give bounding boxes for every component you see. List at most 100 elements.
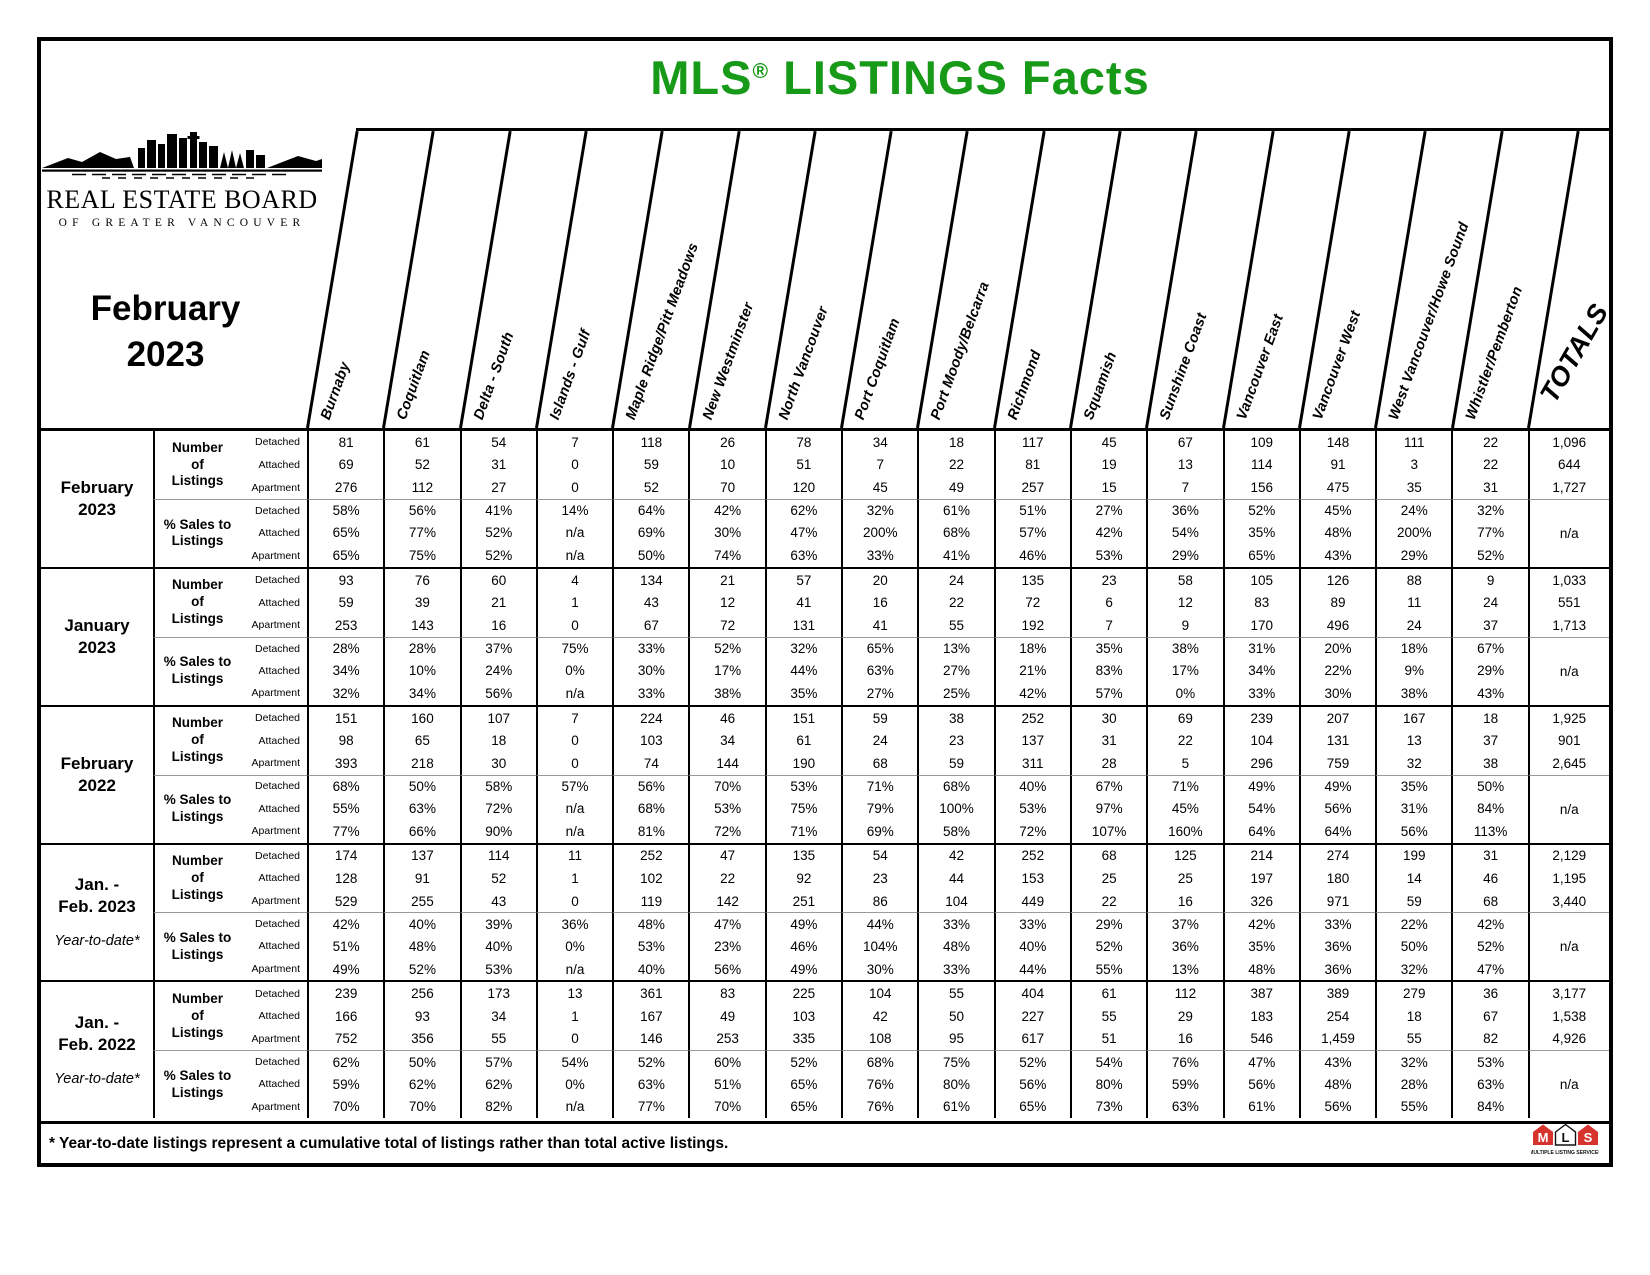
listings-count-cell: 61 [383, 431, 459, 454]
property-type-label: Detached [255, 849, 300, 862]
sales-ratio-cell: 84% [1451, 797, 1527, 820]
listings-total-cell: 4,926 [1527, 1027, 1609, 1051]
sales-ratio-cell: 74% [688, 544, 764, 567]
listings-count-cell: 199 [1375, 844, 1451, 868]
listings-count-cell: 105 [1222, 568, 1299, 592]
listings-count-cell: 34 [459, 1005, 536, 1028]
listings-count-cell: 225 [764, 982, 841, 1006]
sales-ratio-cell: 70% [688, 1095, 764, 1119]
listings-count-cell: 41 [841, 614, 917, 637]
sales-ratio-cell: 14% [535, 498, 613, 522]
period-line: Jan. - [74, 874, 120, 894]
sales-ratio-cell: 37% [1146, 912, 1223, 936]
section-label-line: Listings [171, 671, 224, 687]
listings-count-cell: 92 [764, 867, 841, 890]
listings-count-cell: 449 [993, 889, 1070, 913]
sales-ratio-cell: 30% [1298, 682, 1375, 705]
sales-ratio-cell: 48% [383, 935, 459, 958]
property-type-label: Apartment [251, 481, 300, 494]
sales-ratio-cell: 27% [917, 659, 993, 683]
listings-count-cell: 119 [612, 889, 688, 913]
listings-count-cell: 59 [841, 706, 917, 730]
listings-count-cell: 146 [612, 1027, 688, 1051]
listings-total-cell: 551 [1527, 591, 1609, 615]
listings-count-cell: 54 [841, 844, 917, 868]
listings-count-cell: 4 [535, 568, 612, 592]
listings-count-cell: 1,459 [1298, 1027, 1375, 1051]
listings-total-cell: 1,195 [1527, 867, 1609, 890]
sales-ratio-cell: 41% [459, 498, 536, 522]
sales-ratio-cell: 55% [1069, 957, 1146, 981]
listings-count-cell: 70 [688, 476, 764, 499]
sales-ratio-cell: 13% [917, 636, 994, 660]
sales-ratio-cell: 41% [917, 544, 993, 567]
listings-count-cell: 83 [1222, 591, 1299, 615]
listings-section-label: Number of Listings [153, 568, 240, 637]
sales-ratio-cell: 20% [1298, 636, 1376, 660]
listings-count-cell: 1 [535, 1005, 612, 1028]
section-label-line: of [191, 594, 204, 610]
listings-count-cell: 167 [1375, 706, 1451, 730]
section-label-line: Listings [171, 946, 224, 962]
sales-ratio-cell: 33% [1222, 682, 1299, 705]
listings-count-cell: 759 [1298, 751, 1375, 775]
sales-ratio-cell: 48% [612, 912, 689, 936]
listings-count-cell: 107 [459, 706, 536, 730]
sales-ratio-cell: 38% [1146, 636, 1223, 660]
sales-ratio-cell: 54% [1146, 521, 1222, 545]
sales-ratio-cell: 69% [841, 819, 917, 843]
sales-ratio-cell: 54% [1222, 797, 1299, 820]
listings-count-cell: 47 [688, 844, 764, 868]
sales-ratio-cell: 69% [612, 521, 688, 545]
listings-count-cell: 91 [1298, 453, 1375, 477]
listings-count-cell: 11 [535, 844, 612, 868]
listings-total-cell: 1,096 [1527, 431, 1609, 454]
sales-ratio-cell: 23% [688, 935, 764, 958]
sales-ratio-cell: 56% [993, 1072, 1070, 1096]
sales-ratio-cell: 32% [307, 682, 383, 705]
sales-ratio-cell: 75% [917, 1050, 994, 1073]
sales-ratio-cell: 44% [993, 957, 1070, 981]
listings-count-cell: 49 [917, 476, 993, 499]
listings-count-cell: 89 [1298, 591, 1375, 615]
listings-count-cell: 76 [383, 568, 459, 592]
sales-ratio-cell: 36% [1298, 957, 1375, 981]
logo-board-name: REAL ESTATE BOARD [46, 185, 318, 214]
sales-ratio-cell: n/a [535, 521, 612, 545]
listings-count-cell: 22 [1146, 729, 1222, 752]
sales-ratio-cell: 77% [307, 819, 383, 843]
listings-count-cell: 69 [1146, 706, 1222, 730]
section-label-line: % Sales to [163, 930, 232, 946]
sales-ratio-cell: 67% [1069, 774, 1147, 798]
period-line: 2022 [78, 775, 116, 795]
sales-ratio-cell: 84% [1451, 1095, 1527, 1119]
listings-section-label: Number of Listings [153, 844, 240, 913]
listings-count-cell: 83 [688, 982, 764, 1006]
listings-count-cell: 253 [688, 1027, 764, 1051]
sales-ratio-cell: 33% [917, 912, 994, 936]
sales-ratio-cell: 63% [841, 659, 917, 683]
listings-count-cell: 55 [1069, 1005, 1146, 1028]
listings-count-cell: 45 [1069, 431, 1146, 454]
svg-text:S: S [1584, 1130, 1593, 1145]
sales-ratio-cell: 76% [1146, 1050, 1223, 1073]
listings-count-cell: 82 [1451, 1027, 1527, 1051]
listings-count-cell: 144 [688, 751, 764, 775]
sales-ratio-cell: 58% [307, 498, 384, 522]
listings-count-cell: 31 [1451, 476, 1527, 499]
listings-count-cell: 52 [612, 476, 688, 499]
listings-count-cell: 37 [1451, 614, 1527, 637]
listings-total-cell: 644 [1527, 453, 1609, 477]
property-type-label: Attached [258, 664, 300, 677]
listings-count-cell: 151 [764, 706, 841, 730]
listings-count-cell: 24 [917, 568, 993, 592]
listings-count-cell: 252 [612, 844, 688, 868]
sales-ratio-cell: 42% [993, 682, 1070, 705]
sales-ratio-cell: 57% [459, 1050, 536, 1073]
listings-count-cell: 109 [1222, 431, 1299, 454]
listings-count-cell: 111 [1375, 431, 1451, 454]
property-type-label: Attached [258, 1078, 300, 1091]
sales-ratio-cell: 35% [1375, 774, 1452, 798]
listings-count-cell: 22 [1451, 453, 1527, 477]
section-label-line: Listings [171, 1024, 224, 1040]
